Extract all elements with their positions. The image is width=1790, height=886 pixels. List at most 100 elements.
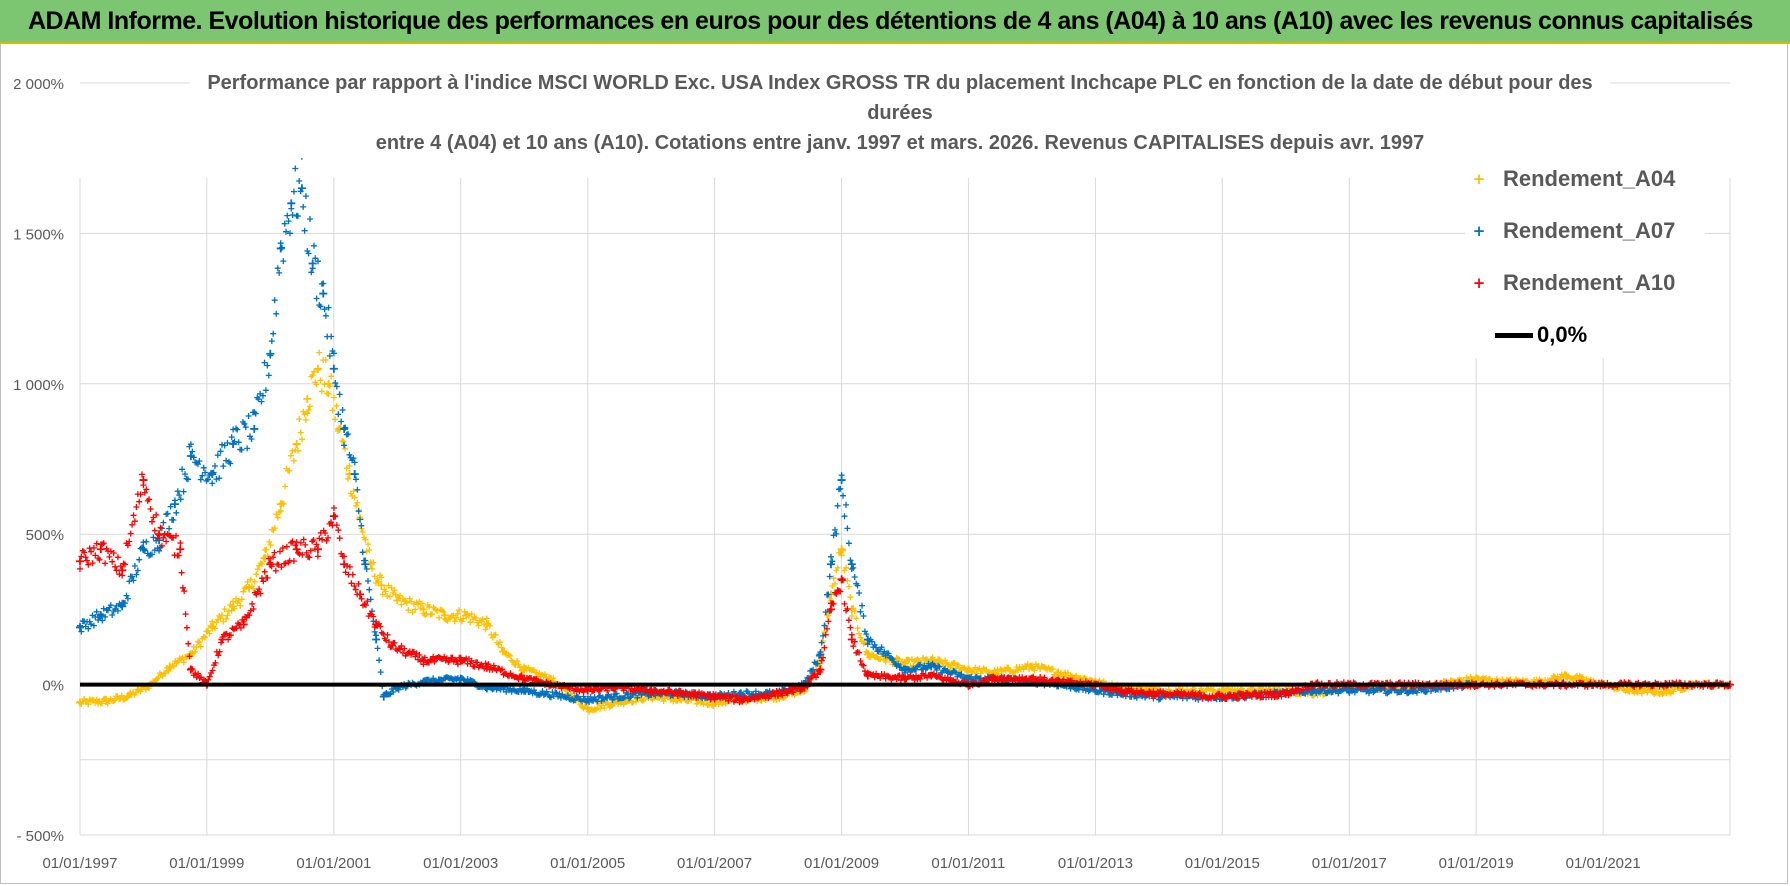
x-tick-label: 01/01/1999 [169, 855, 244, 872]
data-point [837, 575, 846, 584]
data-point [170, 500, 179, 509]
y-tick-label: 500% [26, 527, 64, 544]
data-point [863, 635, 872, 644]
chart-title-line-3: entre 4 (A04) et 10 ans (A10). Cotations… [375, 132, 1425, 154]
data-point [239, 620, 248, 629]
data-point [583, 686, 592, 695]
x-tick-label: 01/01/1997 [42, 855, 117, 872]
legend-item-zero: 0,0% [1495, 318, 1587, 352]
chart-title-line-2: durées [867, 102, 933, 124]
y-tick-label: - 500% [16, 828, 64, 845]
data-point [155, 530, 164, 539]
data-point [266, 349, 275, 358]
data-point [186, 650, 195, 659]
data-point [1027, 662, 1036, 671]
data-point [847, 560, 856, 569]
data-point [186, 665, 195, 674]
data-point [165, 662, 174, 671]
data-point [292, 439, 301, 448]
data-point [456, 674, 465, 683]
x-tick-label: 01/01/2013 [1058, 855, 1133, 872]
data-point [379, 692, 388, 701]
x-tick-label: 01/01/2009 [804, 855, 879, 872]
data-point [361, 560, 370, 569]
legend-marker-a07: + [1472, 222, 1486, 240]
data-point [456, 656, 465, 665]
series-layer [76, 153, 1734, 715]
data-point [176, 545, 185, 554]
legend-label-zero: 0,0% [1537, 322, 1588, 347]
data-point [773, 689, 782, 698]
data-point [218, 635, 227, 644]
data-point [1218, 692, 1227, 701]
legend-line-zero [1495, 332, 1533, 338]
data-point [1625, 686, 1634, 695]
legend-label-a04: Rendement_A04 [1503, 166, 1676, 191]
data-point [710, 692, 719, 701]
data-point [1027, 674, 1036, 683]
series-rendement-a07 [76, 153, 1481, 705]
data-point [308, 259, 317, 268]
data-point [139, 545, 148, 554]
x-tick-label: 01/01/2015 [1185, 855, 1260, 872]
data-point [826, 560, 835, 569]
data-point [520, 686, 529, 695]
data-point [123, 692, 132, 701]
report-title: ADAM Informe. Evolution historique des p… [28, 7, 1753, 35]
data-point [419, 656, 428, 665]
data-point [276, 244, 285, 253]
data-point [498, 647, 507, 656]
data-point [287, 199, 296, 208]
data-point [356, 590, 365, 599]
y-axis-ticks: - 500% 0% 500% 1 000% 1 500% 2 000% [13, 76, 64, 845]
data-point [647, 686, 656, 695]
data-point [837, 476, 846, 485]
data-point [76, 698, 84, 707]
legend-label-a07: Rendement_A07 [1503, 218, 1676, 243]
data-point [1662, 688, 1671, 697]
data-point [340, 560, 349, 569]
data-point [387, 641, 396, 650]
data-point [927, 671, 936, 680]
data-point [482, 662, 491, 671]
data-point [826, 605, 835, 614]
x-tick-label: 01/01/2001 [296, 855, 371, 872]
legend-marker-a04: + [1472, 170, 1486, 188]
data-point [583, 695, 592, 704]
data-point [482, 620, 491, 629]
data-point [901, 665, 909, 674]
data-point [102, 697, 111, 706]
data-point [324, 379, 333, 388]
x-tick-label: 01/01/2007 [677, 855, 752, 872]
x-tick-label: 01/01/2011 [931, 855, 1005, 872]
data-point [186, 451, 195, 460]
data-point [139, 476, 148, 485]
data-point [837, 545, 846, 554]
chart-legend: + Rendement_A04 + Rendement_A07 + Rendem… [1465, 158, 1705, 358]
chart-title: Performance par rapport à l'indice MSCI … [190, 68, 1610, 158]
data-point [609, 692, 618, 701]
data-point [350, 470, 359, 479]
data-point [303, 394, 312, 403]
x-tick-label: 01/01/2019 [1439, 855, 1514, 872]
data-point [313, 545, 322, 554]
data-point [440, 611, 449, 620]
data-point [292, 545, 301, 554]
y-tick-label: 1 000% [13, 377, 64, 394]
data-point [520, 665, 529, 674]
x-tick-label: 01/01/2003 [423, 855, 498, 872]
data-point [1281, 689, 1290, 698]
data-point [1054, 668, 1063, 677]
data-point [118, 566, 127, 575]
data-point [520, 674, 529, 683]
y-tick-label: 1 500% [13, 226, 64, 243]
legend-label-a10: Rendement_A10 [1503, 270, 1676, 295]
data-point [96, 611, 105, 620]
data-point [964, 665, 973, 674]
data-point [393, 596, 402, 605]
legend-item-a07: + Rendement_A07 [1465, 214, 1676, 248]
data-point [927, 662, 936, 671]
data-point [583, 704, 592, 713]
data-point [313, 364, 322, 373]
data-point [901, 674, 909, 683]
